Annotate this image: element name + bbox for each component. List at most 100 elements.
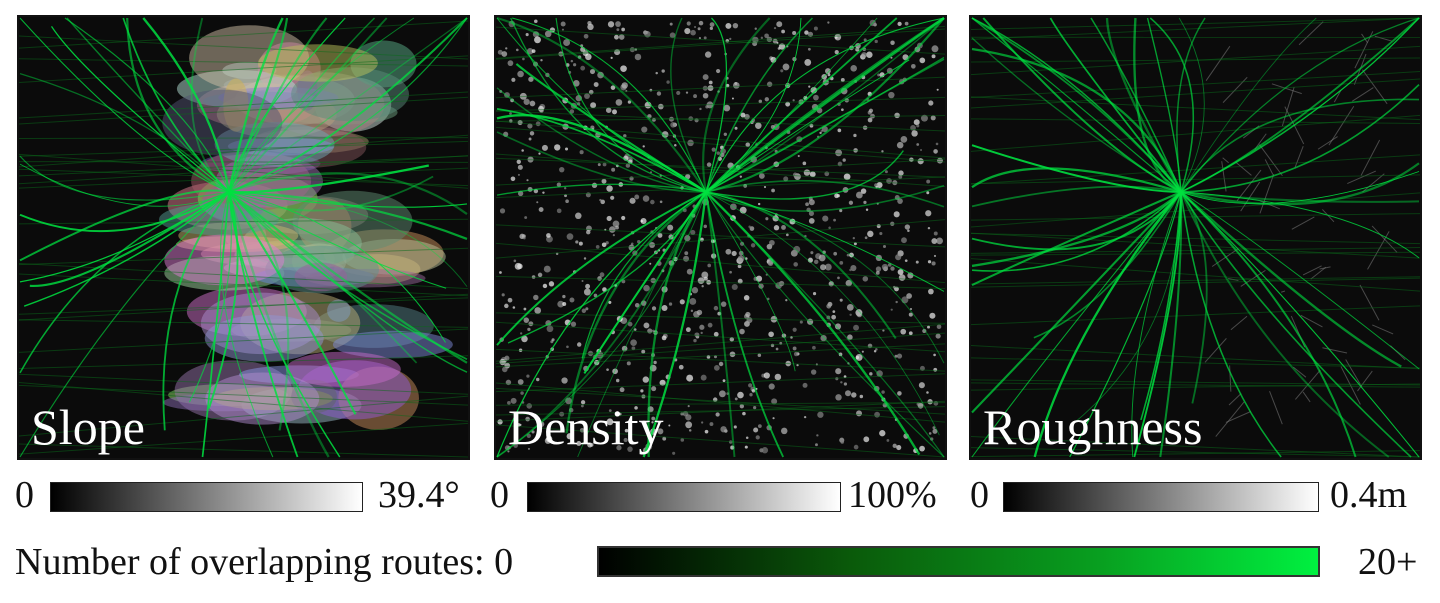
tree-dot — [881, 150, 884, 153]
tree-dot — [802, 382, 808, 388]
tree-dot — [526, 433, 532, 439]
route-line — [705, 17, 945, 193]
tree-dot — [516, 423, 521, 427]
tree-dot — [685, 421, 693, 429]
tree-dot — [867, 230, 874, 238]
tree-dot — [726, 392, 730, 395]
tree-dot — [753, 406, 757, 410]
route-line — [126, 17, 230, 194]
tree-dot — [824, 263, 832, 271]
tree-dot — [789, 218, 796, 225]
tree-dot — [931, 45, 939, 53]
route-line — [228, 191, 357, 415]
roughness-streak — [1298, 21, 1324, 46]
tree-dot — [758, 99, 763, 104]
tree-dot — [757, 202, 761, 206]
tree-dot — [657, 232, 663, 238]
tree-dot — [716, 68, 721, 74]
tree-dot — [815, 443, 818, 447]
tree-dot — [690, 29, 696, 36]
tree-dot — [608, 409, 612, 413]
route-line — [228, 191, 468, 364]
tree-dot — [523, 307, 527, 311]
roughness-streak — [1230, 315, 1248, 331]
roughness-streak — [1352, 87, 1374, 102]
tree-dot — [723, 104, 731, 112]
tree-dot — [693, 25, 697, 29]
route-line — [496, 191, 707, 346]
tree-dot — [575, 212, 582, 220]
tree-dot — [898, 274, 906, 281]
route-line — [971, 382, 1420, 388]
tree-dot — [709, 26, 714, 31]
tree-dot — [834, 50, 839, 55]
tree-dot — [739, 241, 745, 246]
tree-dot — [691, 287, 699, 294]
tree-dot — [606, 185, 613, 192]
roughness-streak — [1269, 391, 1283, 425]
tree-dot — [627, 100, 632, 104]
tree-dot — [642, 376, 649, 383]
tree-dot — [928, 432, 932, 435]
route-line — [50, 26, 230, 193]
tree-dot — [731, 97, 734, 100]
tree-dot — [808, 85, 811, 88]
tree-dot — [894, 354, 898, 358]
roughness-streak — [1236, 169, 1262, 202]
tree-dot — [507, 297, 513, 303]
tree-dot — [605, 241, 609, 245]
tree-dot — [606, 368, 609, 372]
tree-dot — [510, 397, 517, 404]
tree-dot — [541, 144, 548, 151]
tree-dot — [782, 63, 790, 71]
route-line — [510, 17, 707, 193]
roughness-streak — [1294, 145, 1304, 168]
tree-dot — [930, 437, 934, 441]
tree-dot — [813, 94, 819, 101]
tree-dot — [812, 345, 816, 350]
terrain-patch — [205, 372, 320, 425]
tree-dot — [922, 328, 927, 334]
tree-dot — [896, 353, 903, 359]
tree-dot — [835, 149, 843, 157]
roughness-map-panel: Roughness — [969, 15, 1422, 460]
tree-dot — [499, 90, 503, 93]
roughness-streak — [1302, 391, 1311, 403]
route-line — [496, 157, 945, 178]
tree-dot — [804, 59, 812, 66]
tree-dot — [818, 254, 826, 262]
tree-dot — [687, 405, 690, 408]
tree-dot — [919, 57, 926, 64]
tree-dot — [849, 268, 852, 272]
tree-dot — [573, 63, 577, 67]
tree-dot — [705, 105, 709, 109]
route-line — [496, 312, 945, 324]
route-line — [496, 402, 945, 406]
tree-dot — [577, 55, 582, 59]
tree-dot — [745, 436, 749, 440]
tree-dot — [653, 360, 657, 365]
route-line — [19, 319, 468, 328]
route-line — [670, 17, 707, 193]
tree-dot — [651, 306, 657, 311]
tree-dot — [599, 198, 602, 202]
route-line — [971, 276, 1420, 285]
tree-dot — [615, 21, 621, 27]
density-colorbar — [527, 482, 841, 512]
route-line — [971, 192, 1420, 228]
tree-dot — [630, 242, 634, 246]
tree-dot — [879, 231, 883, 236]
tree-dot — [731, 250, 737, 257]
tree-dot — [730, 445, 735, 450]
route-line — [971, 185, 1182, 208]
tree-dot — [918, 382, 925, 389]
route-line — [1178, 17, 1205, 193]
tree-dot — [630, 197, 634, 201]
route-line — [971, 379, 1420, 386]
tree-dot — [706, 162, 712, 167]
route-line — [705, 56, 945, 193]
roughness-streak — [1357, 370, 1373, 392]
roughness-streak — [1221, 161, 1227, 192]
tree-dot — [890, 40, 895, 45]
tree-dot — [780, 69, 784, 73]
